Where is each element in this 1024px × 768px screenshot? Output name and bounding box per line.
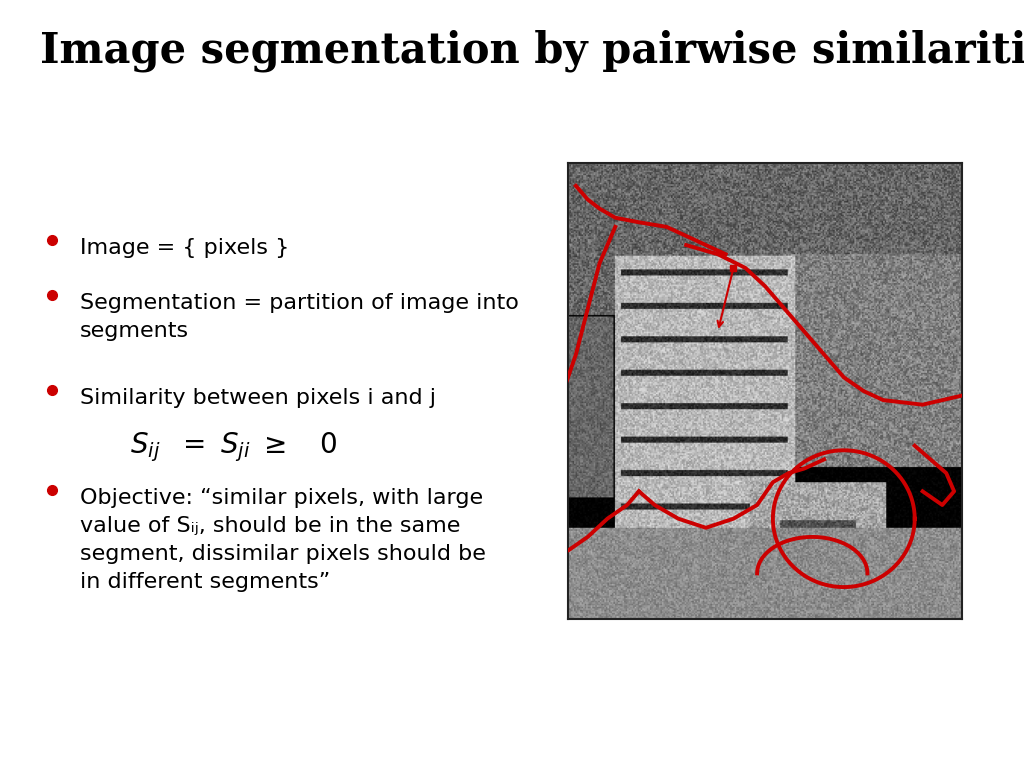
Text: $S_{ij}\ \ =\ S_{ji}\ \geq\ \ \ 0$: $S_{ij}\ \ =\ S_{ji}\ \geq\ \ \ 0$ [130, 430, 338, 464]
Text: Similarity between pixels i and j: Similarity between pixels i and j [80, 388, 436, 408]
Text: Segmentation = partition of image into
segments: Segmentation = partition of image into s… [80, 293, 519, 341]
Text: Image = { pixels }: Image = { pixels } [80, 238, 289, 258]
Text: Image segmentation by pairwise similarities: Image segmentation by pairwise similarit… [40, 30, 1024, 72]
Text: Objective: “similar pixels, with large
value of Sᵢⱼ, should be in the same
segme: Objective: “similar pixels, with large v… [80, 488, 485, 592]
